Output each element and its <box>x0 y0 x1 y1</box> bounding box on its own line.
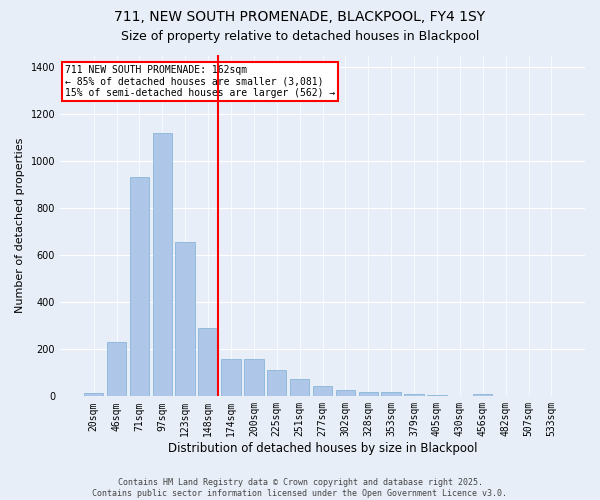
Text: Contains HM Land Registry data © Crown copyright and database right 2025.
Contai: Contains HM Land Registry data © Crown c… <box>92 478 508 498</box>
Bar <box>335 390 355 396</box>
Bar <box>427 395 446 396</box>
Bar <box>313 386 332 396</box>
Bar <box>84 393 103 396</box>
Text: 711, NEW SOUTH PROMENADE, BLACKPOOL, FY4 1SY: 711, NEW SOUTH PROMENADE, BLACKPOOL, FY4… <box>115 10 485 24</box>
Bar <box>221 358 241 397</box>
Bar <box>267 370 286 396</box>
Bar <box>290 378 310 396</box>
Bar <box>473 394 493 396</box>
Bar <box>244 358 263 397</box>
Bar <box>107 342 126 396</box>
Bar <box>359 392 378 396</box>
Bar <box>382 392 401 396</box>
X-axis label: Distribution of detached houses by size in Blackpool: Distribution of detached houses by size … <box>168 442 477 455</box>
Bar <box>175 242 195 396</box>
Y-axis label: Number of detached properties: Number of detached properties <box>15 138 25 314</box>
Bar <box>130 178 149 396</box>
Bar <box>152 132 172 396</box>
Bar <box>404 394 424 396</box>
Text: 711 NEW SOUTH PROMENADE: 162sqm
← 85% of detached houses are smaller (3,081)
15%: 711 NEW SOUTH PROMENADE: 162sqm ← 85% of… <box>65 65 335 98</box>
Bar <box>199 328 218 396</box>
Text: Size of property relative to detached houses in Blackpool: Size of property relative to detached ho… <box>121 30 479 43</box>
